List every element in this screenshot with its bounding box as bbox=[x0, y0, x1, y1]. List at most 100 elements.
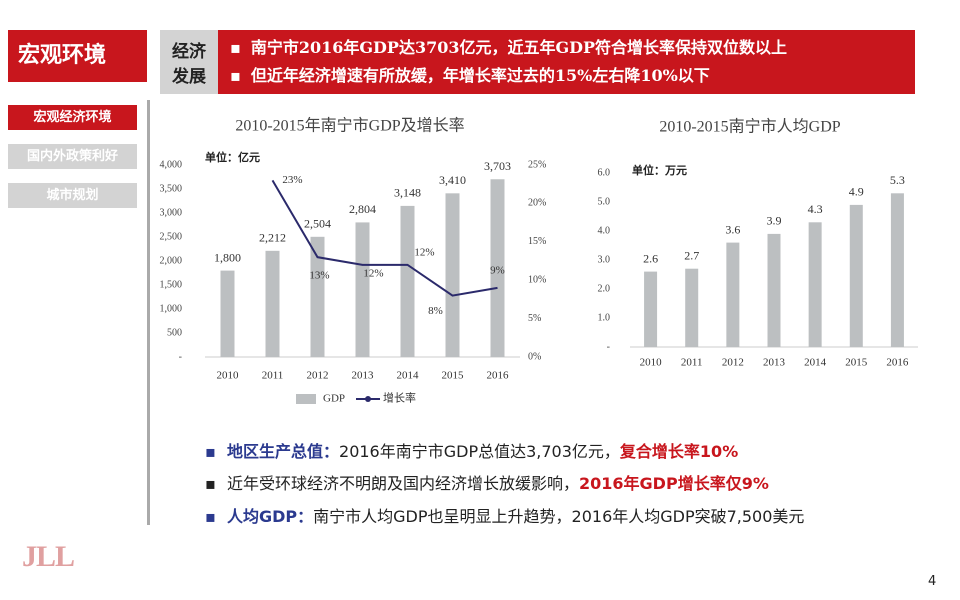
x-tick-label: 2012 bbox=[722, 357, 744, 369]
x-tick-label: 2013 bbox=[763, 357, 786, 369]
x-tick-label: 2013 bbox=[352, 370, 375, 382]
data-label: 2.6 bbox=[643, 251, 658, 265]
data-label: 3,410 bbox=[439, 173, 466, 187]
data-label: 4.9 bbox=[849, 185, 864, 199]
x-tick-label: 2016 bbox=[487, 370, 510, 382]
bar bbox=[767, 233, 781, 347]
bar bbox=[490, 179, 505, 357]
bar bbox=[265, 250, 280, 357]
bullet: 地区生产总值：2016年南宁市GDP总值达3,703亿元，复合增长率10% bbox=[205, 438, 738, 462]
x-tick-label: 2012 bbox=[307, 370, 329, 382]
data-label: 12% bbox=[414, 246, 434, 258]
logo: JLL bbox=[22, 540, 75, 573]
divider bbox=[147, 100, 150, 525]
x-tick-label: 2016 bbox=[886, 357, 909, 369]
legend-swatch bbox=[296, 394, 316, 404]
data-label: 3.9 bbox=[767, 214, 782, 228]
y2-tick-label: 5% bbox=[528, 313, 541, 324]
bar bbox=[644, 271, 658, 347]
topic-line: 经济 bbox=[172, 42, 206, 62]
nav-item[interactable]: 城市规划 bbox=[8, 183, 137, 208]
bullet: 近年受环球经济不明朗及国内经济增长放缓影响，2016年GDP增长率仅9% bbox=[205, 470, 769, 494]
y2-tick-label: 15% bbox=[528, 236, 546, 247]
nav-item[interactable]: 国内外政策利好 bbox=[8, 144, 137, 169]
y-tick-label: 500 bbox=[167, 327, 182, 338]
x-tick-label: 2010 bbox=[217, 370, 240, 382]
y2-tick-label: 20% bbox=[528, 198, 546, 209]
chart-title: 2010-2015年南宁市GDP及增长率 bbox=[235, 117, 464, 135]
bullet: 人均GDP：南宁市人均GDP也呈明显上升趋势，2016年人均GDP突破7,500… bbox=[205, 503, 804, 527]
data-label: 1,800 bbox=[214, 250, 241, 264]
data-label: 12% bbox=[363, 267, 383, 279]
data-label: 3.6 bbox=[725, 222, 740, 236]
data-label: 9% bbox=[490, 264, 505, 276]
data-label: 3,703 bbox=[484, 159, 511, 173]
bar bbox=[310, 236, 325, 357]
data-label: 3,148 bbox=[394, 186, 421, 200]
banner: 南宁市2016年GDP达3703亿元，近五年GDP符合增长率保持双位数以上 但近… bbox=[218, 30, 915, 94]
y-tick-label: 2,000 bbox=[160, 255, 183, 266]
y2-tick-label: 0% bbox=[528, 351, 541, 362]
y-tick-label: 4.0 bbox=[598, 225, 611, 236]
bullet-part: 人均GDP： bbox=[227, 507, 314, 526]
section-title: 宏观环境 bbox=[8, 30, 147, 82]
y2-tick-label: 10% bbox=[528, 274, 546, 285]
y2-tick-label: 25% bbox=[528, 159, 546, 170]
data-label: 2.7 bbox=[684, 248, 699, 262]
topic-box: 经济 发展 bbox=[160, 30, 218, 94]
data-label: 13% bbox=[309, 270, 329, 282]
bar bbox=[808, 222, 822, 347]
data-label: 8% bbox=[428, 305, 443, 317]
bar bbox=[685, 268, 699, 347]
x-tick-label: 2014 bbox=[804, 357, 827, 369]
y-tick-label: 2.0 bbox=[598, 283, 611, 294]
nav-item[interactable]: 宏观经济环境 bbox=[8, 105, 137, 130]
bullet-part: 复合增长率10% bbox=[619, 442, 739, 461]
x-tick-label: 2011 bbox=[681, 357, 703, 369]
bar bbox=[400, 205, 415, 357]
banner-point: 南宁市2016年GDP达3703亿元，近五年GDP符合增长率保持双位数以上 bbox=[230, 34, 915, 62]
y-tick-label: - bbox=[607, 341, 610, 352]
bar bbox=[890, 193, 904, 347]
data-label: 23% bbox=[282, 174, 302, 186]
topic-line: 发展 bbox=[172, 67, 206, 87]
page-number: 4 bbox=[928, 574, 937, 589]
x-tick-label: 2015 bbox=[442, 370, 465, 382]
chart-title: 2010-2015南宁市人均GDP bbox=[659, 118, 840, 136]
y-tick-label: 6.0 bbox=[598, 167, 611, 178]
y-tick-label: 3,000 bbox=[160, 207, 183, 218]
bar bbox=[849, 204, 863, 347]
y-tick-label: 3,500 bbox=[160, 183, 183, 194]
bullet-part: 南宁市人均GDP也呈明显上升趋势，2016年人均GDP突破7,500美元 bbox=[313, 507, 805, 526]
y-tick-label: 1.0 bbox=[598, 312, 611, 323]
bullet-part: 2016年南宁市GDP总值达3,703亿元， bbox=[339, 442, 620, 461]
x-tick-label: 2015 bbox=[845, 357, 868, 369]
y-tick-label: 3.0 bbox=[598, 254, 611, 265]
legend-dot bbox=[365, 396, 371, 402]
data-label: 4.3 bbox=[808, 202, 823, 216]
y-tick-label: 1,000 bbox=[160, 303, 183, 314]
data-label: 2,504 bbox=[304, 217, 331, 231]
bullet-part: 近年受环球经济不明朗及国内经济增长放缓影响， bbox=[227, 474, 580, 493]
banner-point: 但近年经济增速有所放缓，年增长率过去的15%左右降10%以下 bbox=[230, 62, 915, 90]
legend-label: 增长率 bbox=[383, 391, 416, 405]
y-tick-label: 4,000 bbox=[160, 159, 183, 170]
x-tick-label: 2014 bbox=[397, 370, 420, 382]
legend-label: GDP bbox=[323, 393, 345, 405]
data-label: 2,804 bbox=[349, 202, 376, 216]
y-tick-label: - bbox=[179, 351, 182, 362]
bar bbox=[355, 222, 370, 357]
bullet-part: 地区生产总值： bbox=[227, 442, 340, 461]
x-tick-label: 2011 bbox=[262, 370, 284, 382]
y-tick-label: 5.0 bbox=[598, 196, 611, 207]
data-label: 2,212 bbox=[259, 231, 286, 245]
unit-label: 单位：万元 bbox=[632, 163, 687, 177]
x-tick-label: 2010 bbox=[640, 357, 663, 369]
unit-label: 单位：亿元 bbox=[205, 150, 260, 164]
bar bbox=[726, 242, 740, 347]
bar bbox=[445, 193, 460, 357]
y-tick-label: 2,500 bbox=[160, 231, 183, 242]
y-tick-label: 1,500 bbox=[160, 279, 183, 290]
